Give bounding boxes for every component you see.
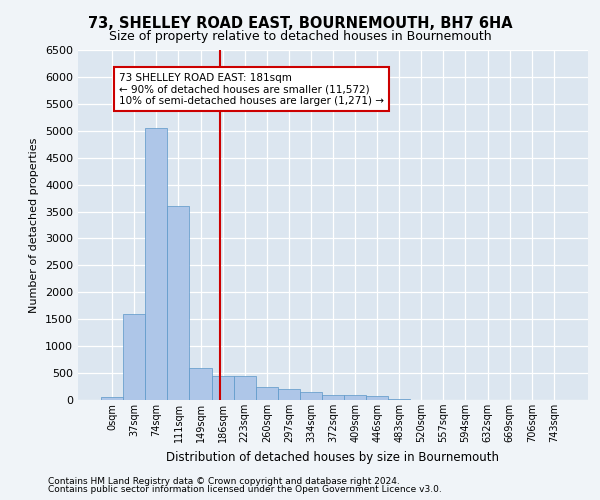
X-axis label: Distribution of detached houses by size in Bournemouth: Distribution of detached houses by size … — [167, 450, 499, 464]
Bar — [300, 392, 322, 400]
Bar — [190, 368, 212, 400]
Text: Size of property relative to detached houses in Bournemouth: Size of property relative to detached ho… — [109, 30, 491, 43]
Bar — [322, 394, 344, 400]
Bar — [167, 206, 190, 400]
Bar — [233, 376, 256, 400]
Bar — [278, 389, 300, 400]
Y-axis label: Number of detached properties: Number of detached properties — [29, 138, 40, 312]
Text: Contains public sector information licensed under the Open Government Licence v3: Contains public sector information licen… — [48, 485, 442, 494]
Text: Contains HM Land Registry data © Crown copyright and database right 2024.: Contains HM Land Registry data © Crown c… — [48, 477, 400, 486]
Text: 73 SHELLEY ROAD EAST: 181sqm
← 90% of detached houses are smaller (11,572)
10% o: 73 SHELLEY ROAD EAST: 181sqm ← 90% of de… — [119, 72, 384, 106]
Bar — [366, 396, 388, 400]
Text: 73, SHELLEY ROAD EAST, BOURNEMOUTH, BH7 6HA: 73, SHELLEY ROAD EAST, BOURNEMOUTH, BH7 … — [88, 16, 512, 31]
Bar — [101, 398, 123, 400]
Bar — [145, 128, 167, 400]
Bar — [344, 394, 366, 400]
Bar — [256, 386, 278, 400]
Bar — [123, 314, 145, 400]
Bar — [212, 376, 233, 400]
